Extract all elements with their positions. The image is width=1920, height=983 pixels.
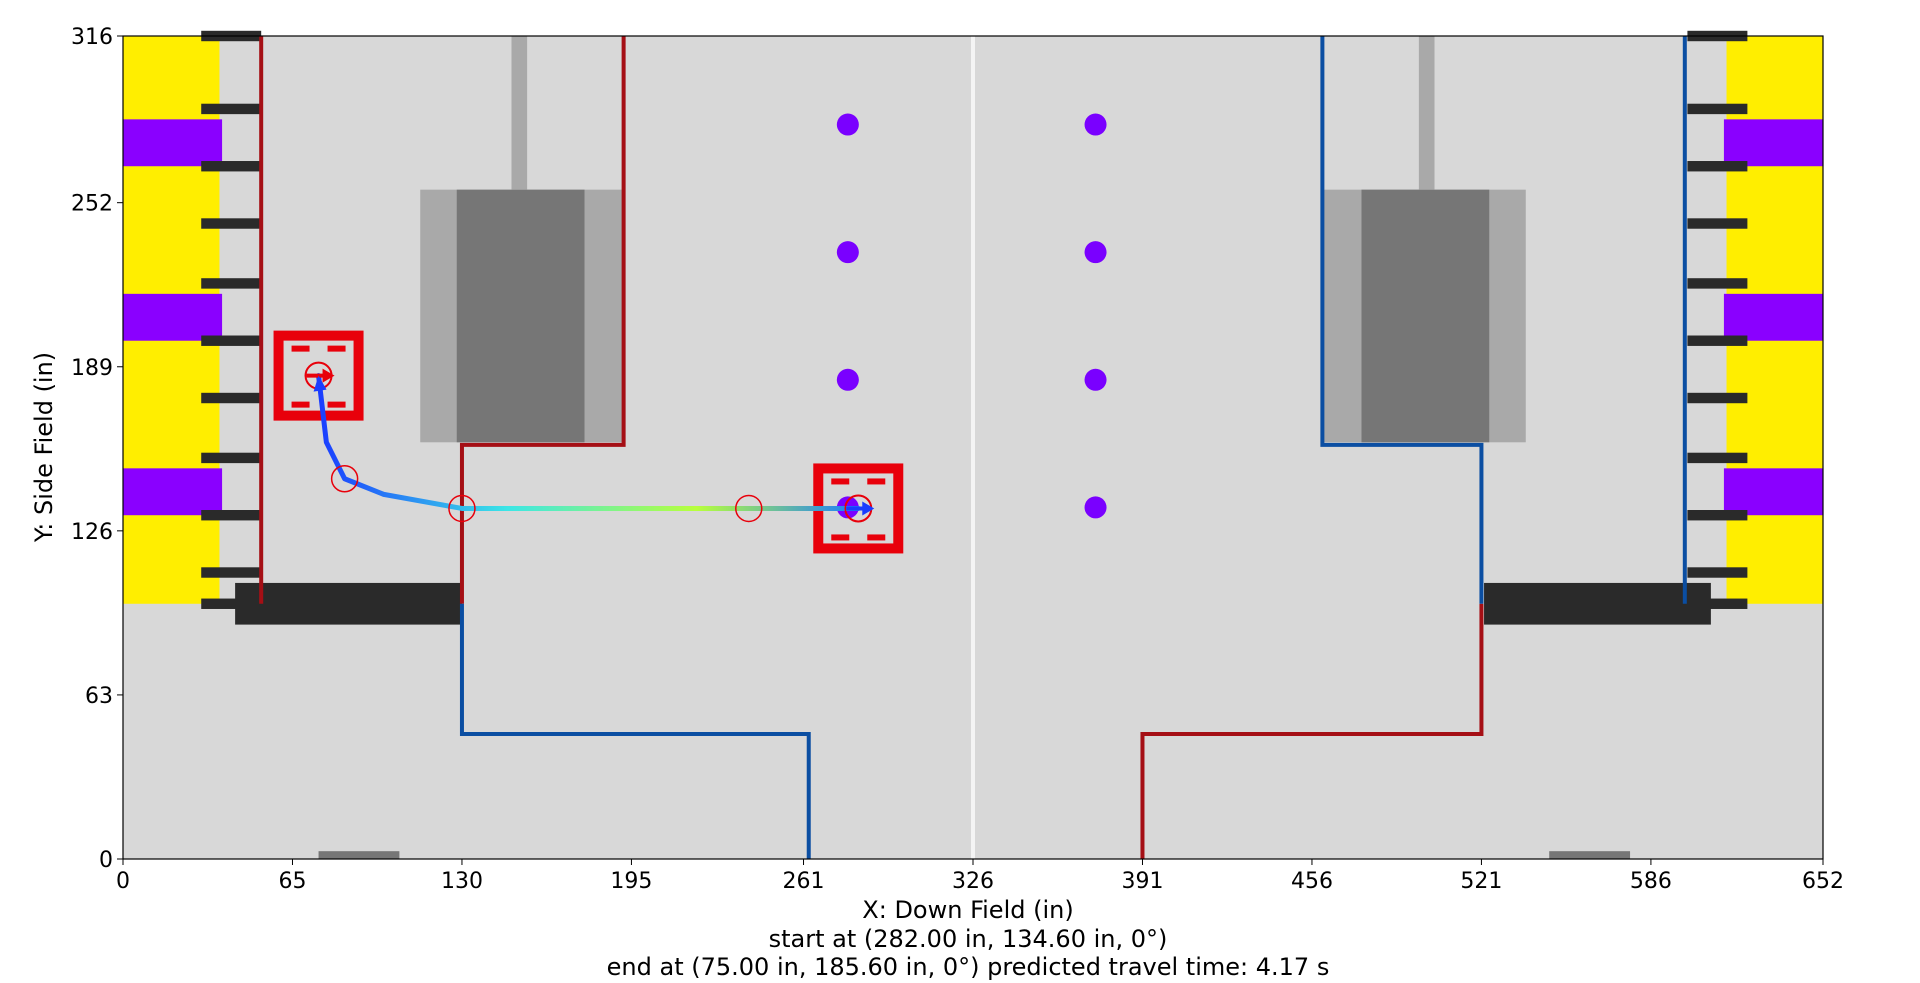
x-tick-label-1: 65 [278, 869, 306, 894]
right-rung-3 [1687, 218, 1748, 229]
right-rung-10 [1687, 598, 1748, 609]
trajectory-path [316, 373, 861, 511]
game-piece-2 [836, 368, 859, 391]
right-rung-6 [1687, 392, 1748, 404]
axes-layer: 0 65 130 195 261 326 391 456 521 586 652 0 63 126 189 2… [71, 25, 1844, 894]
game-piece-4 [1084, 113, 1107, 136]
left-stage-post [511, 36, 528, 190]
y-tick-label-5: 316 [71, 25, 113, 50]
right-stage-post [1418, 36, 1435, 190]
red-zone-line [459, 36, 626, 604]
left-rung-3 [201, 218, 262, 229]
end-robot-bumper-2 [291, 401, 310, 408]
x-tick-label-2: 130 [441, 869, 483, 894]
right-wall-band-1 [1723, 293, 1823, 341]
x-tick-label-9: 586 [1630, 869, 1672, 894]
right-rung-4 [1687, 278, 1748, 289]
start-robot-bumper-3 [867, 534, 886, 541]
y-tick-label-0: 0 [99, 848, 113, 873]
right-wall-band-2 [1723, 468, 1823, 516]
waypoint-1 [330, 465, 359, 493]
y-tick-label-1: 63 [85, 684, 113, 709]
right-wall-band-0 [1723, 119, 1823, 167]
path-end-arrowhead [313, 375, 327, 392]
left-rung-8 [201, 510, 262, 521]
start-robot-bumper-2 [831, 534, 850, 541]
left-rung-5 [201, 335, 262, 346]
start-robot-bumper-1 [867, 478, 886, 485]
x-tick-label-3: 195 [610, 869, 652, 894]
game-piece-6 [1084, 368, 1107, 391]
right-bottom-marker [1549, 851, 1631, 859]
blue-source-line [459, 603, 811, 859]
x-tick-label-10: 652 [1802, 869, 1844, 894]
left-stage-inner [456, 189, 585, 443]
y-tick-label-4: 252 [71, 192, 113, 217]
end-robot-frame [273, 330, 364, 421]
left-rung-2 [201, 161, 262, 172]
waypoint-2 [448, 494, 476, 523]
blue-zone-line [1320, 36, 1484, 604]
x-axis-label: X: Down Field (in) [862, 896, 1073, 924]
y-axis-label: Y: Side Field (in) [30, 352, 58, 543]
left-rung-9 [201, 567, 262, 578]
waypoint-3 [735, 494, 763, 523]
left-rung-6 [201, 392, 262, 404]
x-tick-label-0: 0 [116, 869, 130, 894]
left-wall-band-0 [123, 119, 223, 167]
right-barrier [1484, 582, 1711, 625]
game-piece-1 [836, 241, 859, 264]
left-rung-4 [201, 278, 262, 289]
footer-start-line: start at (282.00 in, 134.60 in, 0°) [769, 925, 1168, 953]
left-rung-1 [201, 103, 262, 115]
end-robot-bumper-3 [327, 401, 346, 408]
field-background-layer [123, 30, 1823, 859]
left-rung-10 [201, 598, 262, 609]
red-source-line [1140, 603, 1484, 859]
x-tick-label-7: 456 [1291, 869, 1333, 894]
y-tick-label-3: 189 [71, 356, 113, 381]
left-barrier [235, 582, 462, 625]
right-rung-5 [1687, 335, 1748, 346]
trajectory-layer [304, 361, 875, 523]
end-heading-arrow-head [322, 368, 335, 383]
footer-end-line: end at (75.00 in, 185.60 in, 0°) predict… [607, 953, 1330, 981]
y-tick-label-2: 126 [71, 520, 113, 545]
game-piece-7 [1084, 496, 1107, 519]
right-rung-7 [1687, 452, 1748, 464]
x-tick-label-6: 391 [1121, 869, 1163, 894]
left-bottom-marker [318, 851, 400, 859]
right-rung-2 [1687, 161, 1748, 172]
left-wall-band-2 [123, 468, 223, 516]
start-robot-bumper-0 [831, 478, 850, 485]
x-tick-label-4: 261 [783, 869, 825, 894]
end-robot-bumper-0 [291, 345, 310, 352]
game-piece-5 [1084, 241, 1107, 264]
end-robot-bumper-1 [327, 345, 346, 352]
right-stage-inner [1361, 189, 1490, 443]
left-wall-band-1 [123, 293, 223, 341]
right-rung-8 [1687, 510, 1748, 521]
x-tick-label-8: 521 [1460, 869, 1502, 894]
x-tick-label-5: 326 [952, 869, 994, 894]
game-piece-0 [836, 113, 859, 136]
left-rung-7 [201, 452, 262, 464]
right-rung-1 [1687, 103, 1748, 115]
start-heading-arrow-head [862, 501, 875, 516]
right-rung-9 [1687, 567, 1748, 578]
